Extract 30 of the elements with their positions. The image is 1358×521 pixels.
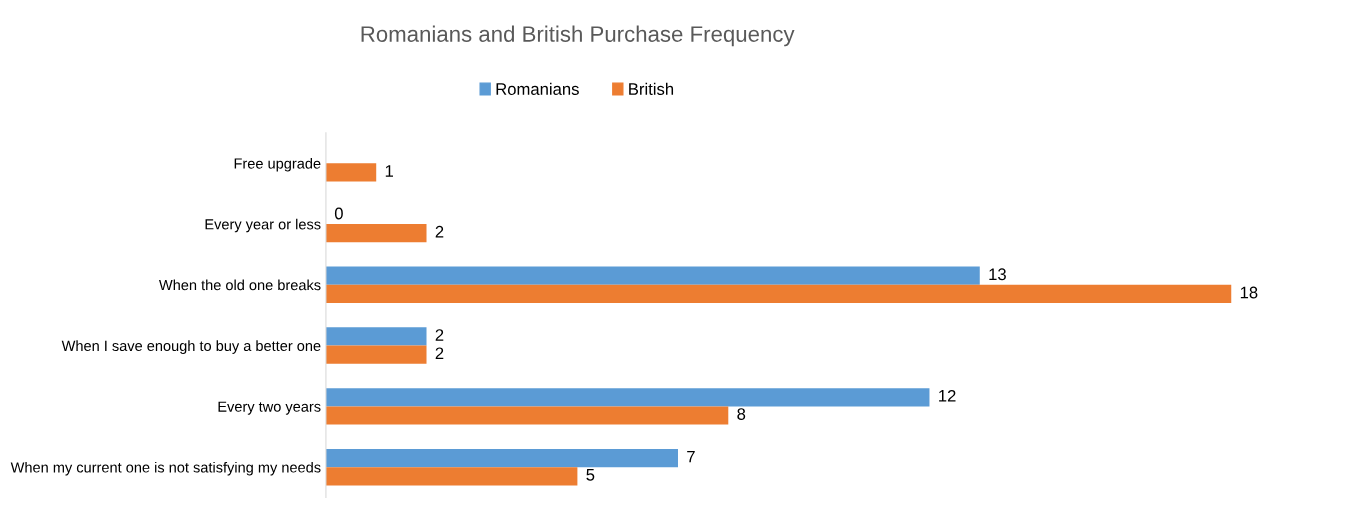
data-label: 1	[385, 165, 394, 177]
data-label: 2	[435, 347, 444, 360]
data-label: 13	[989, 268, 1006, 281]
data-label: 8	[737, 408, 746, 420]
bar	[325, 163, 377, 182]
data-label: 7	[687, 450, 695, 463]
y-tick-label: Every two years	[218, 401, 321, 415]
chart-title: Romanians and British Purchase Frequency	[361, 25, 795, 47]
legend-label: British	[629, 82, 674, 95]
data-label: 18	[1240, 286, 1258, 299]
data-label: 2	[435, 329, 444, 341]
data-label: 5	[586, 469, 595, 481]
data-label: 0	[334, 207, 343, 220]
bar	[325, 266, 980, 285]
bar	[325, 224, 427, 243]
data-label: 2	[435, 225, 444, 238]
legend-label: Romanians	[496, 82, 579, 95]
y-tick-label: Every year or less	[205, 218, 321, 233]
bar	[325, 467, 578, 486]
y-tick-label: When my current one is not satisfying my needs	[10, 461, 321, 476]
bar	[325, 406, 729, 425]
y-tick-label: When the old one breaks	[158, 279, 321, 291]
y-tick-label: Free upgrade	[234, 157, 321, 172]
data-label: 12	[939, 389, 956, 402]
y-tick-label: When I save enough to buy a better one	[61, 340, 321, 354]
bar	[325, 448, 678, 468]
bar	[325, 284, 1232, 304]
bar	[325, 388, 930, 407]
bar	[325, 345, 427, 364]
bar	[325, 327, 427, 346]
